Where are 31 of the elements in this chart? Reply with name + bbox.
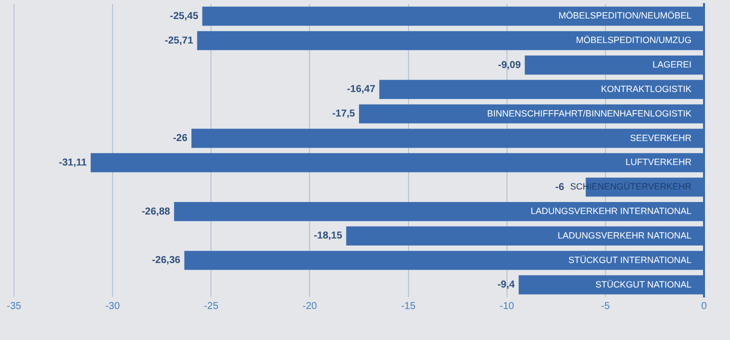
x-tick-label: -10	[500, 300, 515, 312]
x-tick-label: -35	[6, 300, 22, 312]
x-tick-label: -25	[204, 300, 219, 312]
y-tick-label: LADUNGSVERKEHR NATIONAL	[558, 230, 692, 240]
x-tick-label: -15	[401, 300, 416, 312]
x-tick-label: -30	[105, 300, 120, 312]
y-tick-label: SEEVERKEHR	[630, 132, 692, 143]
data-label: -18,15	[314, 230, 343, 242]
data-label: -26	[172, 133, 188, 144]
y-tick-label: LADUNGSVERKEHR INTERNATIONAL	[530, 206, 692, 216]
data-label: -25,71	[164, 35, 194, 46]
x-tick-label: -5	[600, 300, 610, 312]
y-tick-label: KONTRAKTLOGISTIK	[600, 84, 692, 94]
x-tick-label: -20	[302, 300, 318, 312]
x-tick-label: 0	[701, 300, 708, 312]
data-label: -26,88	[142, 206, 171, 218]
data-label: -17,5	[332, 108, 356, 120]
y-tick-label: STÜCKGUT NATIONAL	[595, 279, 692, 290]
data-label: -9,4	[497, 280, 516, 291]
y-tick-label: LUFTVERKEHR	[625, 157, 692, 168]
data-label: -31,11	[58, 157, 88, 168]
data-label: -9,09	[498, 60, 522, 71]
y-tick-label: MÖBELSPEDITION/NEUMÖBEL	[558, 10, 692, 21]
y-tick-label: MÖBELSPEDITION/UMZUG	[576, 35, 692, 46]
data-label: -16,47	[346, 84, 376, 96]
y-tick-label: BINNENSCHIFFFAHRT/BINNENHAFENLOGISTIK	[487, 108, 692, 118]
data-label: -25,45	[170, 10, 199, 22]
y-tick-label: STÜCKGUT INTERNATIONAL	[568, 254, 692, 265]
data-label: -6	[555, 182, 565, 193]
data-label: -26,36	[152, 255, 181, 266]
y-tick-label: LAGEREI	[652, 60, 692, 70]
